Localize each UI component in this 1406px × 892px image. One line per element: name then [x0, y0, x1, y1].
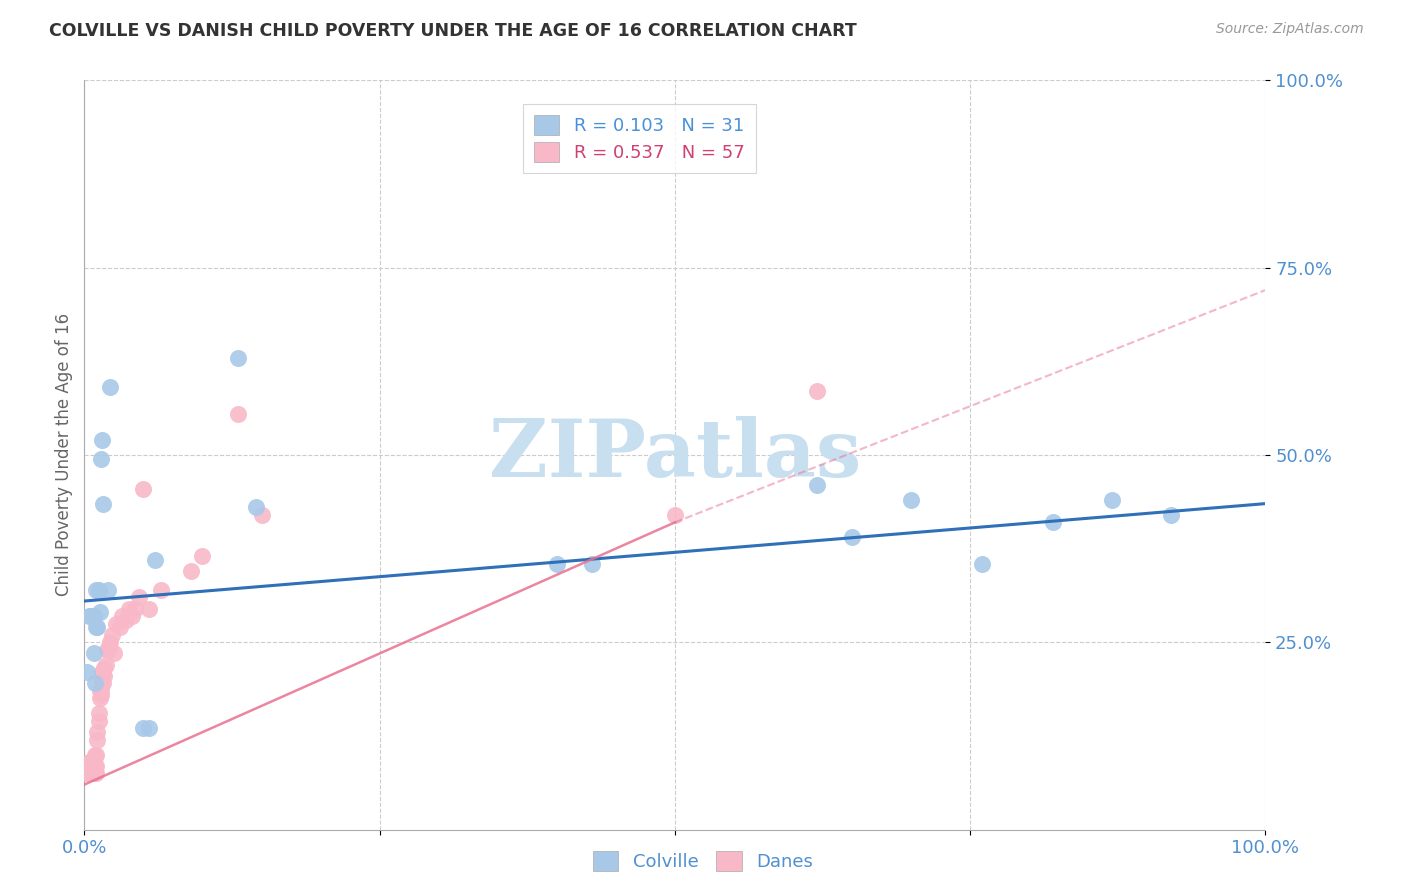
Point	[90, 451, 112, 466]
Point	[80, 609, 103, 624]
Point	[105, 616, 128, 631]
Point	[143, 553, 166, 567]
Point	[1101, 492, 1123, 507]
Point	[226, 351, 249, 365]
Point	[77, 755, 100, 769]
Point	[77, 609, 100, 624]
Point	[111, 609, 134, 624]
Point	[98, 639, 121, 653]
Point	[83, 759, 105, 773]
Point	[84, 766, 107, 780]
Point	[180, 564, 202, 578]
Point	[87, 582, 110, 597]
Point	[79, 766, 101, 780]
Point	[77, 766, 100, 780]
Point	[97, 582, 120, 597]
Point	[138, 601, 160, 615]
Point	[250, 508, 273, 522]
Point	[82, 766, 104, 780]
Point	[245, 500, 267, 515]
Point	[87, 714, 110, 728]
Text: COLVILLE VS DANISH CHILD POVERTY UNDER THE AGE OF 16 CORRELATION CHART: COLVILLE VS DANISH CHILD POVERTY UNDER T…	[49, 22, 858, 40]
Point	[91, 665, 114, 680]
Point	[103, 647, 125, 661]
Point	[118, 601, 141, 615]
Point	[83, 647, 105, 661]
Point	[900, 492, 922, 507]
Point	[132, 722, 155, 736]
Point	[89, 605, 111, 619]
Point	[970, 557, 993, 571]
Point	[98, 380, 121, 394]
Point	[86, 732, 108, 747]
Point	[546, 557, 568, 571]
Point	[138, 722, 160, 736]
Point	[97, 642, 120, 657]
Point	[87, 706, 110, 721]
Point	[91, 673, 114, 687]
Point	[84, 759, 107, 773]
Point	[100, 628, 122, 642]
Point	[1160, 508, 1182, 522]
Point	[93, 669, 115, 683]
Legend: Colville, Danes: Colville, Danes	[586, 844, 820, 879]
Point	[841, 530, 863, 544]
Point	[150, 582, 173, 597]
Point	[1042, 516, 1064, 530]
Point	[91, 665, 114, 680]
Point	[94, 657, 117, 672]
Point	[82, 609, 104, 624]
Point	[86, 620, 108, 634]
Point	[664, 508, 686, 522]
Point	[84, 620, 107, 634]
Point	[84, 676, 107, 690]
Point	[79, 755, 101, 769]
Point	[89, 684, 111, 698]
Point	[77, 766, 100, 780]
Point	[84, 759, 107, 773]
Point	[84, 747, 107, 762]
Point	[108, 620, 131, 634]
Point	[114, 613, 136, 627]
Point	[84, 582, 107, 597]
Point	[124, 601, 146, 615]
Point	[91, 676, 114, 690]
Point	[96, 642, 118, 657]
Point	[91, 433, 114, 447]
Point	[581, 557, 603, 571]
Point	[98, 635, 121, 649]
Point	[226, 407, 249, 421]
Point	[128, 591, 150, 605]
Legend: R = 0.103   N = 31, R = 0.537   N = 57: R = 0.103 N = 31, R = 0.537 N = 57	[523, 104, 755, 173]
Text: ZIPatlas: ZIPatlas	[489, 416, 860, 494]
Point	[93, 661, 115, 675]
Point	[806, 384, 828, 399]
Point	[90, 688, 112, 702]
Y-axis label: Child Poverty Under the Age of 16: Child Poverty Under the Age of 16	[55, 313, 73, 597]
Point	[86, 725, 108, 739]
Point	[76, 766, 98, 780]
Point	[80, 766, 103, 780]
Point	[191, 549, 214, 563]
Point	[76, 665, 98, 680]
Point	[80, 759, 103, 773]
Point	[83, 766, 105, 780]
Point	[91, 497, 114, 511]
Point	[84, 747, 107, 762]
Point	[806, 478, 828, 492]
Text: Source: ZipAtlas.com: Source: ZipAtlas.com	[1216, 22, 1364, 37]
Point	[90, 684, 112, 698]
Point	[89, 691, 111, 706]
Point	[82, 759, 104, 773]
Point	[83, 609, 105, 624]
Point	[132, 482, 155, 496]
Point	[121, 609, 143, 624]
Point	[84, 766, 107, 780]
Point	[82, 755, 104, 769]
